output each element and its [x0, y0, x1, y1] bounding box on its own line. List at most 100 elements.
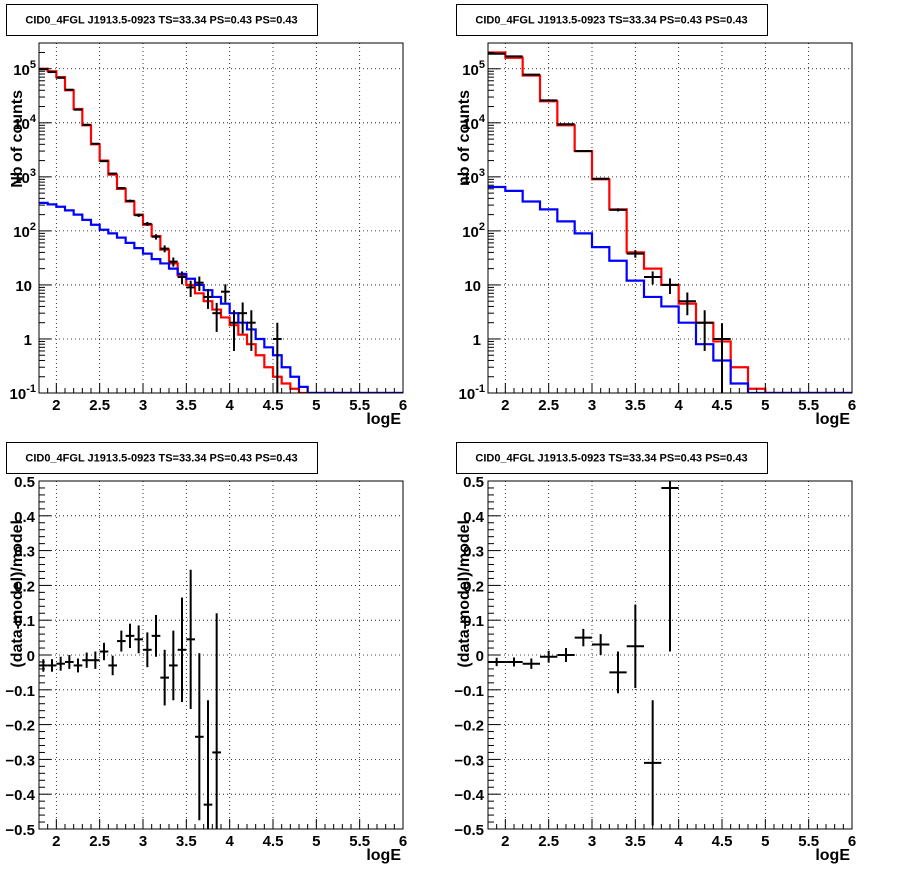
residual-point	[203, 700, 213, 829]
residual-point	[195, 653, 204, 821]
y-tick-base: 10	[15, 278, 32, 295]
y-axis-label: Nb of counts	[9, 90, 26, 188]
y-tick-exponent: -1	[475, 383, 485, 395]
y-tick-label: 105	[462, 59, 485, 79]
y-tick-label: 10	[464, 278, 481, 295]
y-axis: −0.5 −0.4 −0.3 −0.2 −0.1 0 0.1 0.2 0.3 0.4 0.5	[5, 474, 51, 839]
y-tick-label: 0.4	[463, 509, 485, 526]
x-axis: 2 2.5 3 3.5 4 4.5 5 5.5 6	[38, 819, 407, 850]
residual-point	[574, 628, 592, 647]
y-tick-base: 10	[13, 116, 30, 133]
x-axis-label: logE	[815, 847, 850, 864]
plot-area	[488, 481, 679, 826]
x-tick-label: 3.5	[176, 833, 197, 850]
x-tick-label: 5	[312, 397, 320, 414]
x-tick-label: 4.5	[712, 397, 733, 414]
data-point	[696, 310, 714, 351]
chart-title: CID0_4FGL J1913.5-0923 TS=33.34 PS=0.43 …	[25, 453, 297, 465]
y-tick-base: 10	[459, 386, 476, 403]
y-tick-label: −0.5	[5, 822, 35, 839]
residual-point	[151, 614, 161, 657]
y-axis-label: (data-model)/model	[9, 520, 26, 668]
residual-point	[125, 623, 135, 649]
data-point	[238, 302, 247, 334]
chart-panel-2: CID0_4FGL J1913.5-0923 TS=33.34 PS=0.43 …	[456, 4, 856, 428]
data-point	[713, 323, 731, 393]
x-tick-label: 2	[52, 397, 60, 414]
chart-panel-4: CID0_4FGL J1913.5-0923 TS=33.34 PS=0.43 …	[454, 442, 856, 864]
residual-point	[56, 656, 65, 671]
x-axis: 2 2.5 3 3.5 4 4.5 5 5.5 6	[487, 819, 856, 850]
residual-point	[609, 651, 627, 694]
x-tick-label: 4	[225, 397, 234, 414]
y-tick-label: 104	[462, 113, 486, 133]
data-point	[661, 278, 679, 294]
y-tick-label: 0.2	[14, 578, 35, 595]
y-tick-base: 10	[13, 170, 30, 187]
chart-panel-1: CID0_4FGL J1913.5-0923 TS=33.34 PS=0.43 …	[6, 4, 407, 428]
y-tick-base: 10	[10, 386, 27, 403]
residual-point	[99, 642, 109, 661]
y-tick-exponent: 5	[479, 59, 485, 71]
data-point	[203, 289, 213, 309]
data-point	[678, 292, 696, 316]
plot-frame	[38, 480, 404, 830]
x-axis-label: logE	[366, 411, 401, 428]
y-tick-base: 10	[462, 224, 479, 241]
data-point	[151, 234, 161, 240]
model-histogram-red	[39, 67, 403, 393]
y-tick-label: 105	[13, 59, 36, 79]
y-tick-label: 1	[473, 332, 481, 349]
x-tick-label: 2.5	[538, 833, 559, 850]
residual-points	[488, 481, 679, 826]
y-tick-label: −0.3	[454, 752, 484, 769]
x-tick-label: 3	[588, 397, 596, 414]
x-axis-label: logE	[815, 411, 850, 428]
x-tick-label: 4.5	[712, 833, 733, 850]
residual-point	[557, 648, 575, 662]
y-axis: −0.5 −0.4 −0.3 −0.2 −0.1 0 0.1 0.2 0.3 0.4 0.5	[454, 474, 500, 839]
residual-point	[39, 659, 48, 672]
residual-point	[134, 625, 143, 654]
y-tick-label: −0.2	[454, 718, 484, 735]
residual-point	[522, 658, 540, 669]
y-tick-label: −0.1	[454, 683, 484, 700]
plot-frame	[487, 42, 853, 394]
model-histogram-blue	[39, 201, 403, 393]
x-axis: 2 2.5 3 3.5 4 4.5 5 5.5 6	[487, 383, 856, 414]
y-tick-label: 103	[462, 167, 485, 187]
data-point	[117, 187, 126, 190]
x-tick-label: 6	[399, 397, 407, 414]
y-tick-exponent: 3	[30, 167, 36, 179]
residual-points	[39, 569, 221, 829]
x-tick-label: 5	[761, 397, 769, 414]
data-point	[229, 310, 239, 351]
chart-title: CID0_4FGL J1913.5-0923 TS=33.34 PS=0.43 …	[475, 15, 747, 27]
y-tick-label: −0.3	[5, 752, 35, 769]
x-tick-label: 2.5	[538, 397, 559, 414]
residual-point	[177, 597, 187, 702]
residual-point	[540, 650, 558, 663]
x-tick-label: 2.5	[89, 833, 110, 850]
residual-point	[592, 634, 610, 655]
x-tick-label: 4.5	[263, 397, 284, 414]
x-tick-label: 3	[139, 833, 147, 850]
data-points	[488, 52, 731, 393]
data-point	[644, 271, 662, 285]
residual-point	[117, 630, 126, 652]
plot-area	[39, 569, 221, 829]
y-tick-label: 1	[24, 332, 32, 349]
plot-area	[488, 51, 852, 393]
grid	[488, 43, 853, 394]
residual-point	[82, 652, 91, 668]
x-tick-label: 3	[588, 833, 596, 850]
y-tick-label: 10-1	[459, 383, 485, 403]
y-axis-label: (data-model)/model	[456, 520, 473, 668]
chart-title: CID0_4FGL J1913.5-0923 TS=33.34 PS=0.43 …	[25, 15, 297, 27]
x-tick-label: 2.5	[89, 397, 110, 414]
y-tick-label: 0.4	[14, 509, 36, 526]
residual-point	[169, 630, 178, 701]
y-tick-label: −0.2	[5, 718, 35, 735]
